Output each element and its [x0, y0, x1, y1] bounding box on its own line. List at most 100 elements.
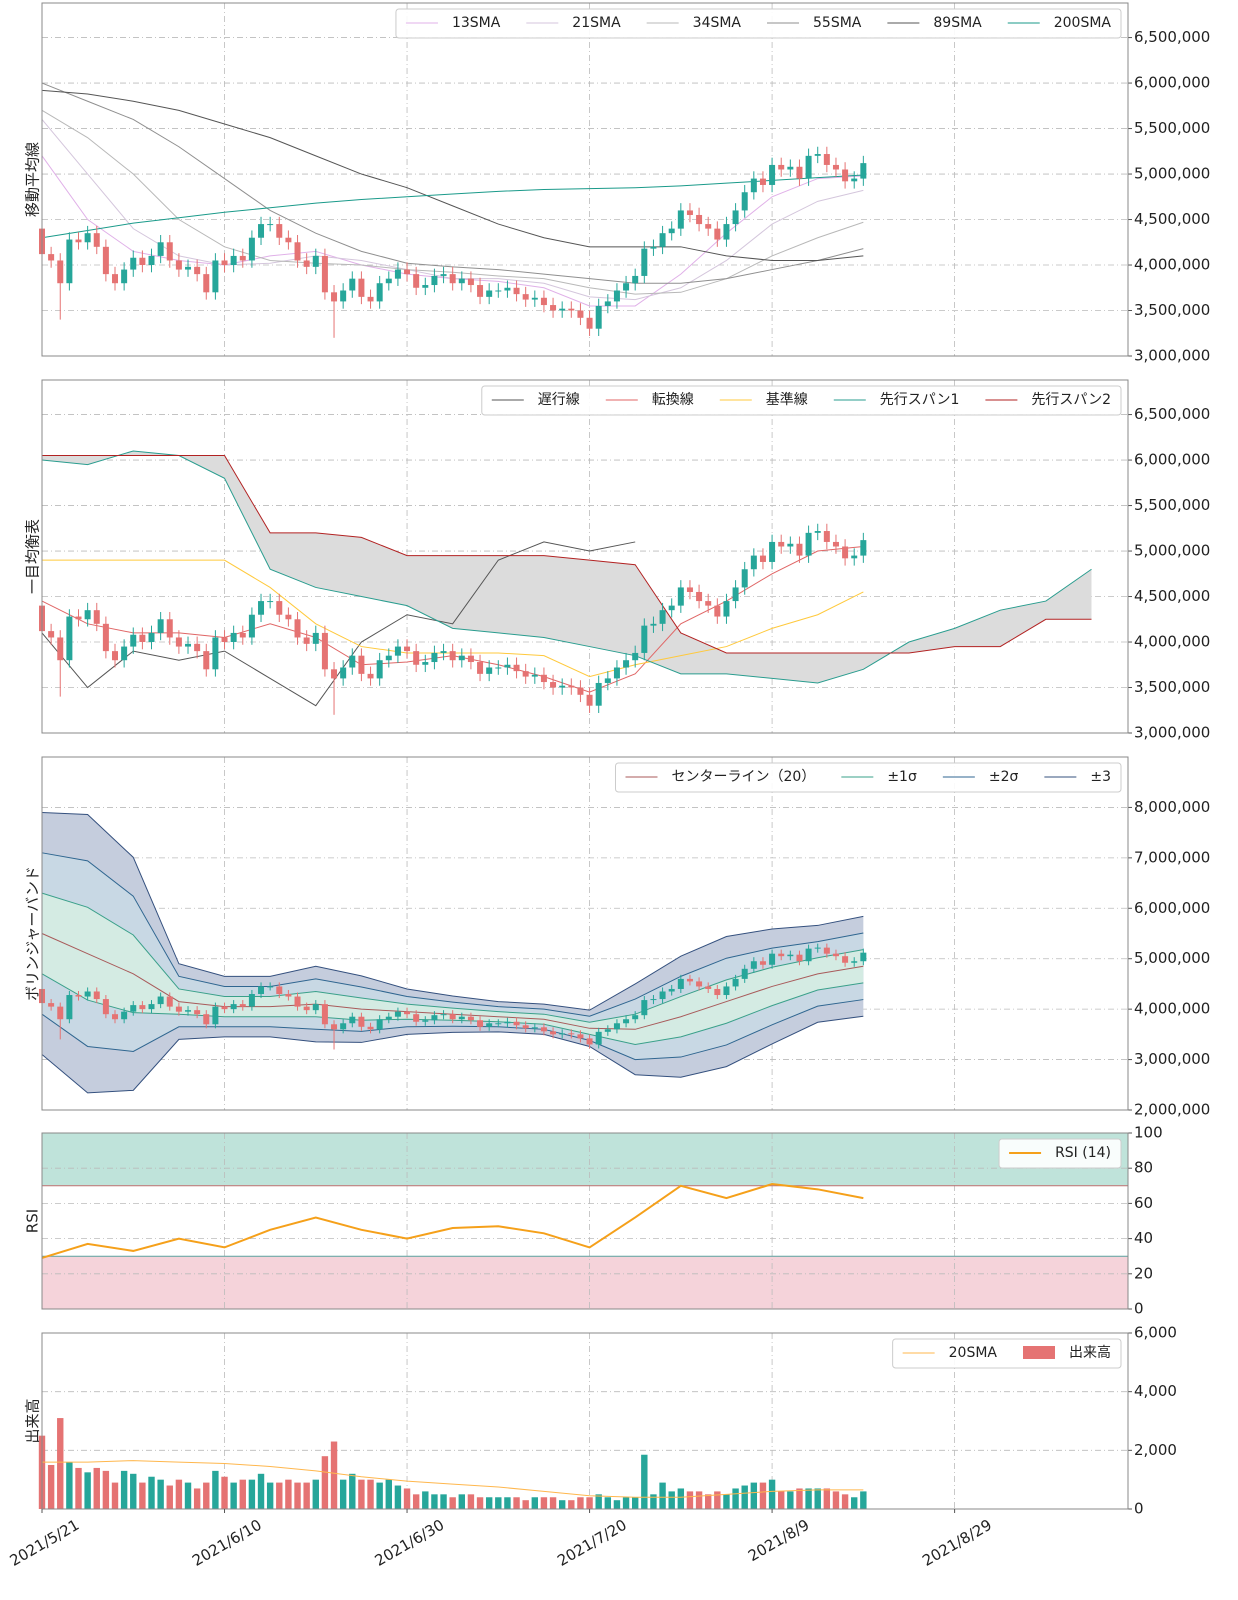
candle-body: [832, 164, 839, 170]
volume-bar: [431, 1494, 438, 1509]
candle-body: [413, 274, 420, 288]
candle-body: [148, 632, 155, 643]
candle-body: [504, 1021, 511, 1024]
volume-bar: [714, 1491, 721, 1509]
candle-body: [741, 968, 748, 979]
candle-body: [413, 1014, 420, 1022]
legend-swatch: [1023, 1346, 1055, 1359]
candle-body: [93, 233, 100, 247]
candle-body: [349, 655, 356, 668]
candle-body: [294, 996, 301, 1007]
legend-label: 転換線: [652, 392, 694, 408]
volume-bar: [312, 1479, 319, 1509]
volume-bar: [394, 1485, 402, 1509]
candle-body: [504, 664, 511, 668]
candle-body: [340, 290, 347, 302]
candle-body: [440, 274, 447, 276]
candle-body: [577, 1034, 584, 1039]
y-tick-label: 5,500,000: [1134, 119, 1210, 137]
candle-body: [641, 625, 648, 653]
x-tick-label: 2021/6/10: [189, 1516, 265, 1570]
volume-bar: [860, 1491, 867, 1509]
band-lower: [41, 1015, 864, 1094]
y-tick-label: 6,000,000: [1134, 451, 1210, 469]
volume-bar: [230, 1482, 237, 1509]
candle-body: [577, 687, 584, 695]
candle-body: [741, 569, 748, 588]
volume-bar: [175, 1479, 183, 1509]
candle-body: [823, 154, 830, 165]
candle-body: [312, 1004, 319, 1011]
band-upper: [41, 811, 864, 1011]
candle-body: [641, 248, 648, 276]
volume-bar: [814, 1488, 821, 1509]
series-line: [41, 450, 1092, 684]
candle-body: [705, 986, 712, 989]
candle-body: [248, 614, 255, 638]
candle-body: [467, 278, 474, 286]
candle-body: [121, 1011, 128, 1020]
candle-body: [613, 290, 620, 302]
candle-body: [540, 297, 547, 306]
volume-bar: [832, 1491, 840, 1509]
volume-bar: [613, 1500, 621, 1509]
candle-body: [604, 301, 611, 306]
y-tick-label: 2,000,000: [1134, 1101, 1210, 1119]
volume-bar: [723, 1494, 730, 1509]
legend-label: 34SMA: [693, 15, 742, 31]
candle-body: [139, 257, 146, 266]
candle-body: [157, 996, 164, 1005]
candle-body: [84, 233, 91, 243]
candle-body: [842, 546, 849, 559]
candle-body: [805, 532, 812, 556]
plot-border: [41, 1332, 1129, 1510]
candle-body: [276, 986, 283, 995]
candle-body: [413, 651, 420, 665]
y-tick-label: 3,500,000: [1134, 678, 1210, 696]
candle-body: [367, 1026, 374, 1030]
candle-body: [805, 155, 812, 179]
candle-body: [175, 637, 182, 647]
candle-body: [659, 233, 666, 247]
candle-body: [294, 619, 301, 638]
candle-body: [796, 543, 803, 556]
y-tick-label: 4,000,000: [1134, 633, 1210, 651]
candle-body: [221, 637, 228, 643]
y-tick-label: 4,000,000: [1134, 1000, 1210, 1018]
y-tick-label: 5,000,000: [1134, 949, 1210, 967]
candle-body: [203, 651, 210, 670]
volume-bar: [111, 1482, 119, 1509]
candle-body: [467, 1016, 474, 1021]
candle-body: [513, 1021, 520, 1026]
candle-body: [458, 278, 465, 284]
volume-bar: [659, 1482, 666, 1509]
candle-body: [659, 991, 666, 1000]
candle-body: [440, 1014, 447, 1016]
x-tick-label: 2021/5/21: [7, 1516, 83, 1570]
candle-body: [112, 651, 119, 661]
candle-body: [340, 667, 347, 679]
y-tick-label: 6,000,000: [1134, 74, 1210, 92]
candle-body: [230, 632, 237, 643]
candle-body: [860, 952, 867, 962]
volume-bar: [248, 1479, 256, 1509]
candle-body: [632, 1015, 639, 1020]
candle-body: [832, 953, 839, 957]
candle-body: [604, 1029, 611, 1032]
candle-body: [559, 308, 566, 311]
candle-body: [367, 673, 374, 679]
candle-body: [577, 310, 584, 318]
candle-body: [276, 601, 283, 615]
candle-body: [595, 305, 602, 329]
volume-bar: [276, 1482, 283, 1509]
candle-body: [385, 655, 392, 661]
volume-bar: [358, 1479, 365, 1509]
y-tick-label: 40: [1134, 1229, 1153, 1247]
candle-body: [185, 1010, 192, 1012]
candle-body: [303, 1006, 310, 1011]
volume-bar: [221, 1476, 228, 1509]
legend-label: 89SMA: [933, 15, 982, 31]
candle-body: [741, 192, 748, 211]
series-line: [41, 541, 636, 707]
